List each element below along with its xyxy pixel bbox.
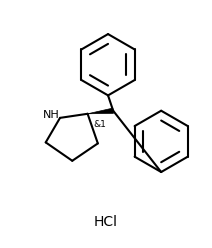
Polygon shape: [88, 108, 113, 114]
Text: HCl: HCl: [94, 215, 118, 229]
Text: NH: NH: [43, 110, 60, 120]
Text: &1: &1: [94, 120, 107, 129]
